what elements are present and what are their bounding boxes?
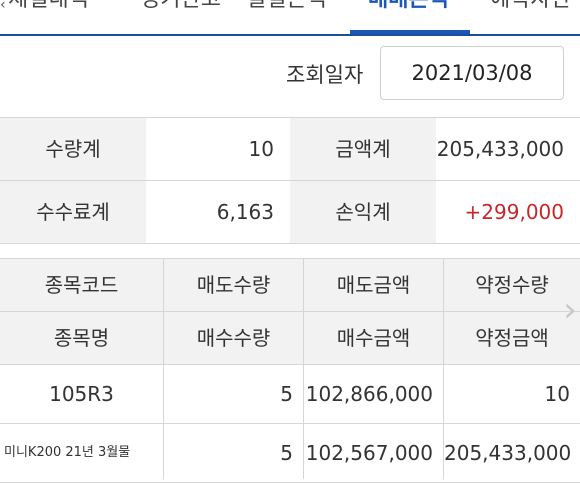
- tab-daily-pnl[interactable]: 일별손익: [246, 0, 327, 14]
- pnl-total-value: +299,000: [436, 181, 580, 243]
- tab-execution[interactable]: 체결내역: [8, 0, 89, 14]
- col-header-name: 종목명: [0, 312, 163, 364]
- fee-total-label: 수수료계: [0, 181, 146, 243]
- col-header-contract-qty: 약정수량: [444, 259, 580, 311]
- column-divider: [443, 259, 444, 479]
- tab-deposit-assets[interactable]: 예탁자산: [490, 0, 571, 14]
- qty-total-value: 10: [146, 118, 290, 180]
- col-header-sell-amount: 매도금액: [304, 259, 443, 311]
- qty-total-label: 수량계: [0, 118, 146, 180]
- tab-balance[interactable]: 정기잔고: [140, 0, 221, 14]
- cell-buy-amount: 102,567,000: [304, 424, 443, 482]
- col-header-sell-qty: 매도수량: [164, 259, 303, 311]
- summary-table: 수량계 10 금액계 205,433,000 수수료계 6,163 손익계 +2…: [0, 117, 580, 244]
- table-row[interactable]: 미니K200 21년 3월물 5 102,567,000 205,433,000: [0, 424, 580, 483]
- chevron-right-icon[interactable]: ›: [563, 290, 577, 330]
- cell-sell-amount: 102,866,000: [304, 365, 443, 423]
- query-date-input[interactable]: 2021/03/08: [380, 46, 564, 100]
- cell-code: 105R3: [0, 365, 163, 423]
- chevron-left-icon[interactable]: ‹: [0, 0, 6, 13]
- grid-header-row: 종목코드 매도수량 매도금액 약정수량: [0, 259, 580, 312]
- tab-trade-pnl[interactable]: 매매손익: [368, 0, 449, 14]
- tab-bar: ‹ 체결내역 정기잔고 일별손익 매매손익 예탁자산: [0, 0, 580, 36]
- summary-row: 수량계 10 금액계 205,433,000: [0, 118, 580, 181]
- column-divider: [303, 259, 304, 479]
- fee-total-value: 6,163: [146, 181, 290, 243]
- col-header-buy-qty: 매수수량: [164, 312, 303, 364]
- summary-row: 수수료계 6,163 손익계 +299,000: [0, 181, 580, 244]
- cell-contract-qty: 10: [444, 365, 580, 423]
- col-header-buy-amount: 매수금액: [304, 312, 443, 364]
- grid-header-row: 종목명 매수수량 매수금액 약정금액: [0, 312, 580, 365]
- trade-grid: 종목코드 매도수량 매도금액 약정수량 종목명 매수수량 매수금액 약정금액 1…: [0, 258, 580, 483]
- col-header-code: 종목코드: [0, 259, 163, 311]
- cell-contract-amount: 205,433,000: [444, 424, 580, 482]
- cell-sell-qty: 5: [164, 365, 303, 423]
- pnl-total-label: 손익계: [290, 181, 436, 243]
- query-date-label: 조회일자: [286, 63, 364, 87]
- col-header-contract-amount: 약정금액: [444, 312, 580, 364]
- cell-name: 미니K200 21년 3월물: [0, 424, 163, 482]
- table-row[interactable]: 105R3 5 102,866,000 10: [0, 365, 580, 424]
- amount-total-value: 205,433,000: [436, 118, 580, 180]
- active-tab-indicator: [350, 30, 470, 34]
- amount-total-label: 금액계: [290, 118, 436, 180]
- cell-buy-qty: 5: [164, 424, 303, 482]
- column-divider: [163, 259, 164, 479]
